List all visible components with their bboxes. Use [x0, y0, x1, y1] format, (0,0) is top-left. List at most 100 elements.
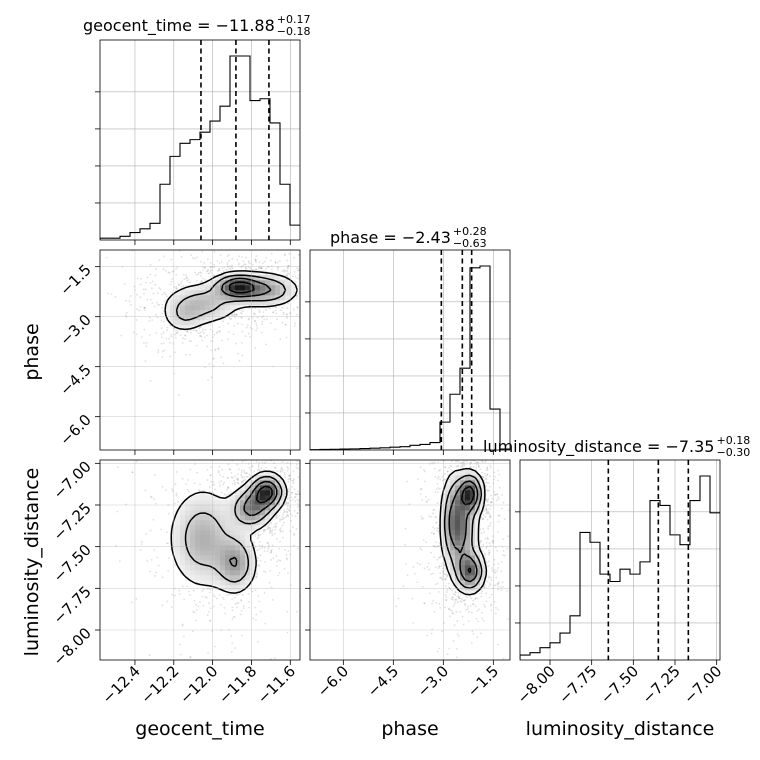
- sample-point: [268, 581, 271, 584]
- density-cell: [260, 285, 266, 291]
- density-panel-geocent-time-vs-luminosity-distance: [99, 454, 305, 661]
- sample-point: [249, 327, 252, 329]
- sample-point: [236, 601, 238, 604]
- density-cell: [215, 560, 221, 566]
- sample-point: [273, 455, 275, 457]
- density-cell: [275, 300, 281, 306]
- density-cell: [220, 515, 226, 521]
- density-cell: [190, 495, 196, 501]
- sample-point: [281, 515, 283, 518]
- sample-point: [180, 280, 183, 283]
- sample-point: [486, 473, 489, 476]
- sample-point: [107, 292, 110, 295]
- sample-point: [181, 585, 184, 588]
- density-cell: [200, 545, 206, 551]
- sample-point: [286, 272, 289, 275]
- sample-point: [160, 528, 163, 531]
- density-cell: [255, 505, 261, 511]
- sample-point: [258, 565, 261, 567]
- sample-point: [157, 292, 159, 294]
- sample-point: [223, 481, 226, 484]
- density-cell: [245, 275, 251, 281]
- sample-point: [231, 642, 234, 644]
- sample-point: [260, 467, 263, 469]
- density-cell: [280, 275, 286, 281]
- sample-point: [285, 557, 288, 560]
- sample-point: [139, 548, 142, 551]
- sample-point: [452, 612, 454, 615]
- sample-point: [233, 615, 236, 618]
- density-cell: [195, 575, 201, 581]
- sample-point: [241, 310, 244, 313]
- sample-point: [472, 603, 475, 606]
- sample-point: [241, 245, 243, 247]
- sample-point: [303, 457, 305, 459]
- sample-point: [251, 316, 254, 319]
- sample-point: [241, 312, 243, 315]
- density-cell: [220, 580, 226, 586]
- sample-point: [284, 549, 286, 551]
- sample-point: [488, 585, 490, 588]
- sample-point: [256, 454, 258, 456]
- sample-point: [189, 353, 192, 356]
- sample-point: [283, 509, 285, 512]
- sample-point: [183, 635, 185, 638]
- density-cell: [240, 565, 246, 571]
- sample-point: [209, 607, 212, 610]
- sample-point: [490, 500, 493, 503]
- sample-point: [161, 303, 164, 306]
- sample-point: [456, 465, 459, 468]
- sample-point: [275, 555, 278, 557]
- sample-point: [496, 499, 498, 502]
- sample-point: [470, 456, 472, 458]
- sample-point: [453, 624, 456, 627]
- sample-point: [297, 547, 300, 550]
- sample-point: [208, 486, 211, 488]
- sample-point: [287, 572, 289, 575]
- sample-point: [124, 314, 127, 317]
- sample-point: [265, 256, 268, 259]
- sample-point: [282, 517, 285, 519]
- sample-point: [279, 470, 282, 473]
- sample-point: [244, 242, 246, 244]
- sample-point: [185, 277, 188, 279]
- sample-point: [229, 491, 232, 494]
- density-cell: [220, 525, 226, 531]
- sample-point: [263, 530, 266, 533]
- sample-point: [227, 463, 230, 466]
- sample-point: [232, 333, 235, 336]
- sample-point: [210, 349, 213, 352]
- density-cell: [195, 285, 201, 291]
- density-cell: [180, 540, 186, 546]
- density-cell: [205, 545, 211, 551]
- density-cell: [235, 500, 241, 506]
- sample-point: [274, 526, 277, 528]
- sample-point: [493, 471, 495, 474]
- sample-point: [249, 267, 252, 270]
- sample-point: [201, 595, 204, 598]
- density-cell: [280, 295, 286, 301]
- sample-point: [294, 500, 297, 503]
- sample-point: [448, 586, 450, 589]
- sample-point: [181, 624, 184, 627]
- sample-point: [143, 306, 146, 309]
- sample-point: [151, 319, 153, 322]
- sample-point: [227, 487, 229, 490]
- sample-point: [228, 259, 230, 262]
- density-cell: [225, 510, 231, 516]
- sample-point: [290, 496, 293, 499]
- density-cell: [250, 275, 256, 281]
- density-cell: [180, 295, 186, 301]
- sample-point: [291, 479, 294, 482]
- sample-point: [285, 553, 288, 556]
- sample-point: [286, 266, 289, 269]
- sample-point: [266, 527, 269, 530]
- density-cell: [235, 575, 241, 581]
- density-cell: [245, 485, 251, 491]
- sample-point: [209, 474, 212, 477]
- sample-point: [227, 486, 230, 489]
- sample-point: [212, 357, 215, 360]
- density-cell: [190, 550, 196, 556]
- density-cell: [180, 300, 186, 306]
- sample-point: [221, 267, 224, 270]
